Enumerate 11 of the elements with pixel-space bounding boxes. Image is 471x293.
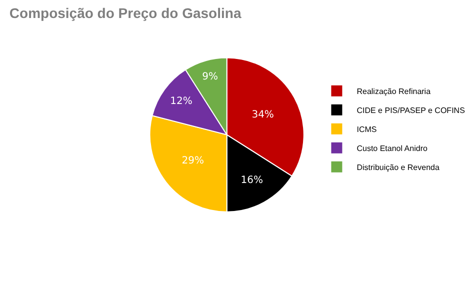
- data-label: 12%: [170, 96, 192, 108]
- data-label: 9%: [202, 71, 218, 82]
- legend-label: ICMS: [356, 125, 377, 134]
- legend-label: CIDE e PIS/PASEP e COFINS: [356, 106, 465, 116]
- chart-title: Composição do Preço do Gasolina: [9, 5, 242, 22]
- data-label: 29%: [182, 156, 204, 167]
- legend-label: Realização Refinaria: [356, 87, 432, 96]
- data-label: 34%: [252, 110, 274, 120]
- legend-label: Custo Etanol Anidro: [356, 144, 428, 154]
- legend-label: Distribuição e Revenda: [356, 163, 440, 172]
- data-label: 16%: [240, 174, 264, 186]
